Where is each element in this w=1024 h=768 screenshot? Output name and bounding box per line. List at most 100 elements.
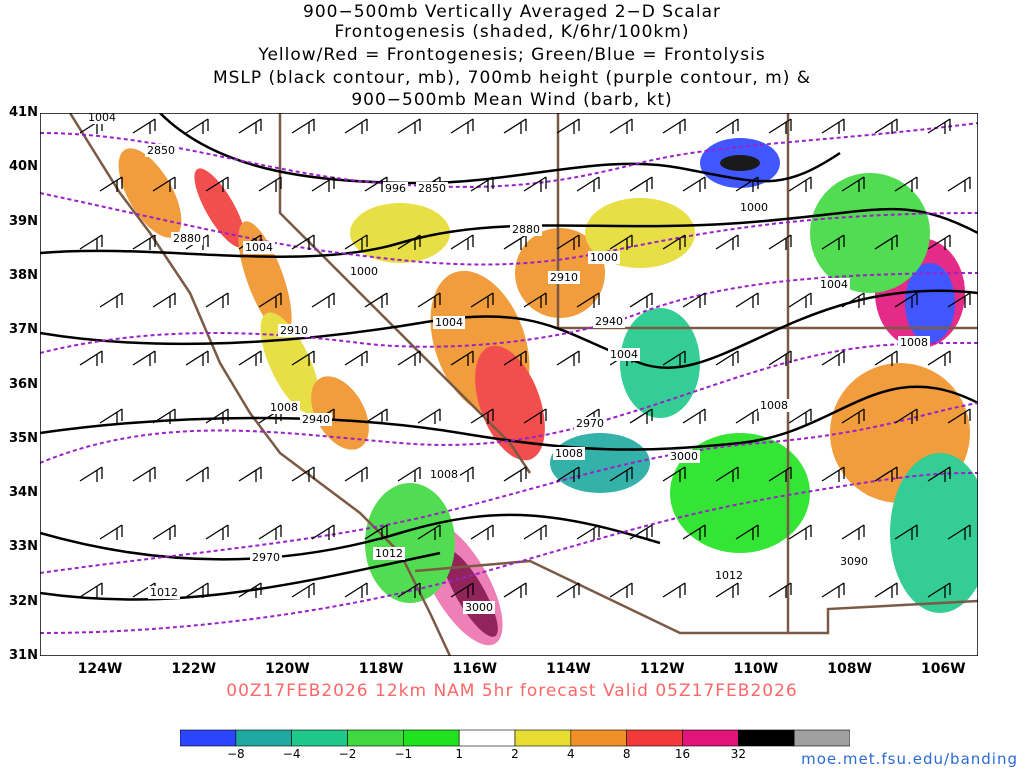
wind-barb: [238, 118, 262, 134]
wind-barb: [417, 292, 441, 308]
wind-barb: [715, 234, 739, 250]
wind-barb: [715, 118, 739, 134]
wind-barb: [470, 292, 494, 308]
wind-barb: [894, 524, 918, 540]
wind-barb: [344, 350, 368, 366]
contour-label: 2850: [147, 144, 175, 157]
wind-barb: [609, 234, 633, 250]
wind-barb: [450, 350, 474, 366]
wind-barb: [503, 466, 527, 482]
wind-barb: [291, 234, 315, 250]
wind-barb: [682, 176, 706, 192]
wind-barb: [894, 292, 918, 308]
wind-barb: [291, 350, 315, 366]
contour-label: 3000: [465, 601, 493, 614]
colorbar-segment: [626, 729, 683, 747]
lon-tick-label: 122W: [171, 661, 217, 677]
wind-barb: [927, 234, 951, 250]
wind-barb: [894, 176, 918, 192]
wind-barb: [503, 118, 527, 134]
colorbar-label: −1: [394, 747, 413, 761]
wind-barb: [470, 524, 494, 540]
wind-barb: [238, 466, 262, 482]
wind-barb: [364, 292, 388, 308]
wind-barb: [311, 176, 335, 192]
colorbar-label: −8: [226, 747, 245, 761]
lat-tick-label: 33N: [9, 539, 38, 555]
wind-barb: [258, 524, 282, 540]
wind-barb: [768, 234, 792, 250]
wind-barb: [132, 118, 156, 134]
wind-barb: [397, 350, 421, 366]
contour-label: 1008: [760, 399, 788, 412]
wind-barb: [152, 524, 176, 540]
wind-barb: [556, 582, 580, 598]
contour-label: 996: [385, 182, 406, 195]
wind-barb: [735, 524, 759, 540]
wind-barb: [768, 466, 792, 482]
lon-tick-label: 114W: [546, 661, 591, 677]
wind-barb: [152, 408, 176, 424]
wind-barb: [79, 234, 103, 250]
contour-label: 2910: [280, 324, 308, 337]
colorbar-label: −4: [282, 747, 301, 761]
contour-label: 2850: [418, 182, 446, 195]
wind-barb: [344, 466, 368, 482]
wind-barb: [205, 292, 229, 308]
wind-barb: [947, 408, 971, 424]
wind-barb: [821, 582, 845, 598]
lon-tick-label: 110W: [733, 661, 779, 677]
wind-barb: [185, 118, 209, 134]
wind-barb: [417, 524, 441, 540]
contour-label: 1004: [820, 278, 848, 291]
wind-barb: [927, 118, 951, 134]
wind-barb: [132, 234, 156, 250]
colorbar-segment: [738, 729, 795, 747]
wind-barb: [99, 408, 123, 424]
lat-tick-label: 32N: [9, 593, 38, 609]
colorbar-label: 8: [622, 747, 631, 761]
wind-barb: [291, 466, 315, 482]
wind-barb: [556, 350, 580, 366]
height-contours: [40, 122, 978, 634]
lon-tick-label: 116W: [452, 661, 498, 677]
wind-barb: [556, 234, 580, 250]
wind-barb: [79, 582, 103, 598]
wind-barb: [311, 292, 335, 308]
lon-tick-label: 124W: [77, 661, 123, 677]
wind-barb: [682, 524, 706, 540]
wind-barb: [629, 524, 653, 540]
colorbar-segment: [682, 729, 739, 747]
wind-barb: [503, 582, 527, 598]
wind-barb: [99, 292, 123, 308]
wind-barb: [79, 350, 103, 366]
wind-barb: [205, 176, 229, 192]
forecast-valid-time: 00Z17FEB2026 12km NAM 5hr forecast Valid…: [226, 681, 798, 701]
wind-barb: [238, 582, 262, 598]
contour-label: 3000: [670, 450, 698, 463]
wind-barb: [768, 582, 792, 598]
wind-barb: [311, 524, 335, 540]
wind-barb: [841, 176, 865, 192]
wind-barb: [503, 234, 527, 250]
wind-barb: [258, 292, 282, 308]
wind-barb: [715, 466, 739, 482]
contour-label: 1012: [150, 586, 178, 599]
lat-tick-label: 31N: [9, 648, 38, 663]
wind-barb: [768, 350, 792, 366]
wind-barb: [927, 350, 951, 366]
wind-barb: [291, 582, 315, 598]
wind-barb: [344, 118, 368, 134]
wind-barb: [662, 582, 686, 598]
contour-label: 1000: [740, 201, 768, 214]
wind-barb: [715, 582, 739, 598]
wind-barb: [397, 582, 421, 598]
wind-barb: [821, 118, 845, 134]
wind-barb: [609, 466, 633, 482]
contour-label: 1004: [245, 241, 273, 254]
colorbar-segment: [458, 729, 516, 747]
wind-barb: [291, 118, 315, 134]
lon-tick-label: 108W: [827, 661, 872, 677]
wind-barb: [788, 524, 812, 540]
wind-barb: [450, 582, 474, 598]
